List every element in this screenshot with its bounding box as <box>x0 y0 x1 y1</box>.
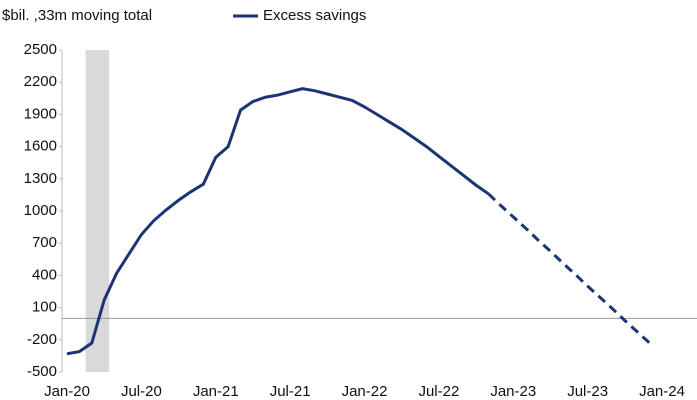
y-tick-label: 100 <box>32 299 57 316</box>
y-tick-label: 700 <box>32 234 57 251</box>
series-line <box>66 87 490 356</box>
y-tick-label: -200 <box>27 331 57 348</box>
x-tick-label: Jan-21 <box>193 383 239 400</box>
x-tick-label: Jul-20 <box>121 383 162 400</box>
x-tick-label: Jan-22 <box>342 383 388 400</box>
legend-label: Excess savings <box>263 7 366 24</box>
x-tick-label: Jul-23 <box>567 383 608 400</box>
x-tick-label: Jan-20 <box>44 383 90 400</box>
x-tick-label: Jul-22 <box>418 383 459 400</box>
y-tick-label: 2500 <box>24 41 57 58</box>
x-tick-label: Jan-24 <box>639 383 685 400</box>
y-tick-label: 1000 <box>24 202 57 219</box>
y-tick-label: 1900 <box>24 105 57 122</box>
projection-line <box>487 192 651 345</box>
x-tick-label: Jan-23 <box>490 383 536 400</box>
shaded-period <box>85 50 110 372</box>
x-tick-label: Jul-21 <box>270 383 311 400</box>
y-tick-label: 1600 <box>24 138 57 155</box>
y-tick-label: 2200 <box>24 73 57 90</box>
chart-title: $bil. ,33m moving total <box>2 7 152 24</box>
y-tick-label: -500 <box>27 363 57 380</box>
y-tick-label: 1300 <box>24 170 57 187</box>
y-tick-label: 400 <box>32 266 57 283</box>
